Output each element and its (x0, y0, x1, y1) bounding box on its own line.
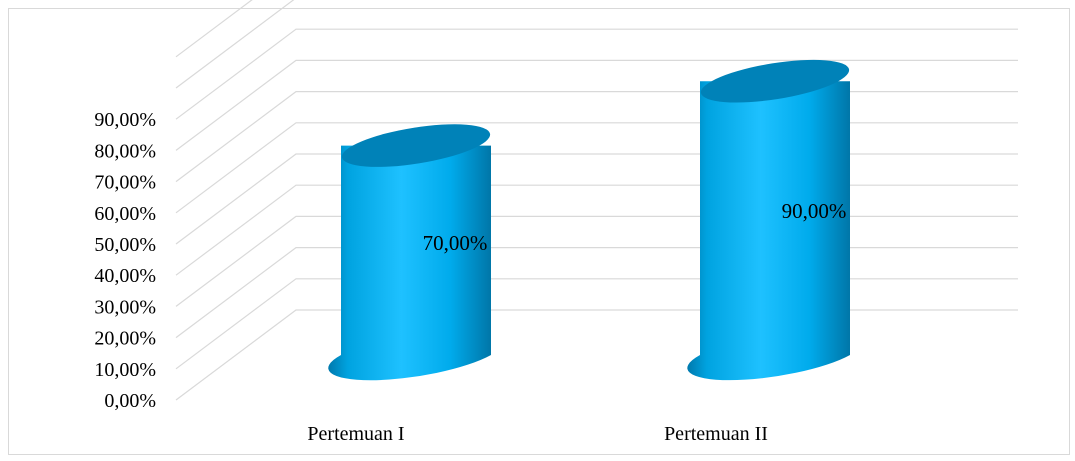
x-category-label: Pertemuan I (307, 423, 404, 445)
gridline (175, 153, 1018, 245)
y-tick-label: 60,00% (94, 203, 156, 225)
y-tick-label: 20,00% (94, 328, 156, 350)
bar-cylinder (328, 124, 491, 381)
gridline (175, 184, 1018, 276)
y-tick-label: 10,00% (94, 359, 156, 381)
gridline (175, 59, 1018, 151)
gridline (175, 215, 1018, 307)
y-axis-tick-labels: 0,00% 10,00% 20,00% 30,00% 40,00% 50,00% 60,00… (94, 109, 156, 412)
bar-cylinder (687, 59, 850, 381)
gridline (175, 0, 295, 89)
data-label: 90,00% (782, 199, 847, 223)
data-label: 70,00% (423, 231, 488, 255)
bar-top (700, 59, 850, 103)
x-axis-category-labels: Pertemuan I Pertemuan II (307, 423, 768, 445)
chart-frame (8, 8, 1070, 455)
gridline (175, 91, 1018, 183)
gridline (175, 0, 253, 58)
y-tick-label: 80,00% (94, 140, 156, 162)
gridlines (175, 0, 1018, 401)
data-labels: 70,00% 90,00% (423, 199, 847, 255)
y-tick-label: 0,00% (104, 390, 156, 412)
bar-top (341, 124, 491, 167)
x-category-label: Pertemuan II (664, 423, 768, 445)
y-tick-label: 50,00% (94, 234, 156, 256)
y-tick-label: 30,00% (94, 296, 156, 318)
bars (328, 59, 850, 381)
gridline (175, 309, 1018, 401)
y-tick-label: 70,00% (94, 172, 156, 194)
y-tick-label: 90,00% (94, 109, 156, 131)
gridline (175, 28, 1018, 120)
gridline (175, 278, 1018, 370)
gridline (175, 247, 1018, 339)
bar-body (687, 81, 850, 381)
bar-body (328, 145, 491, 381)
y-tick-label: 40,00% (94, 265, 156, 287)
gridline (175, 122, 1018, 214)
